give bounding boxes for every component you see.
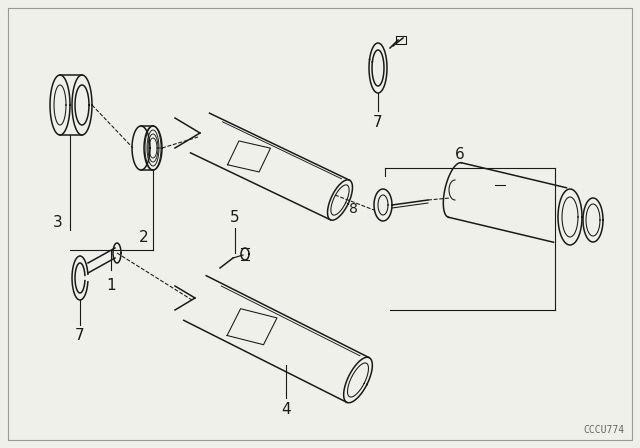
Polygon shape (328, 180, 353, 220)
Polygon shape (344, 357, 372, 403)
Text: 7: 7 (373, 115, 383, 130)
Text: 7: 7 (75, 328, 85, 343)
Text: 3: 3 (53, 215, 63, 230)
Text: 5: 5 (230, 210, 240, 225)
Text: 1: 1 (106, 278, 116, 293)
Text: 6: 6 (455, 147, 465, 162)
Text: 8: 8 (349, 202, 358, 216)
Text: CCCU774: CCCU774 (584, 425, 625, 435)
Text: 2: 2 (138, 230, 148, 245)
Text: 4: 4 (281, 402, 291, 417)
